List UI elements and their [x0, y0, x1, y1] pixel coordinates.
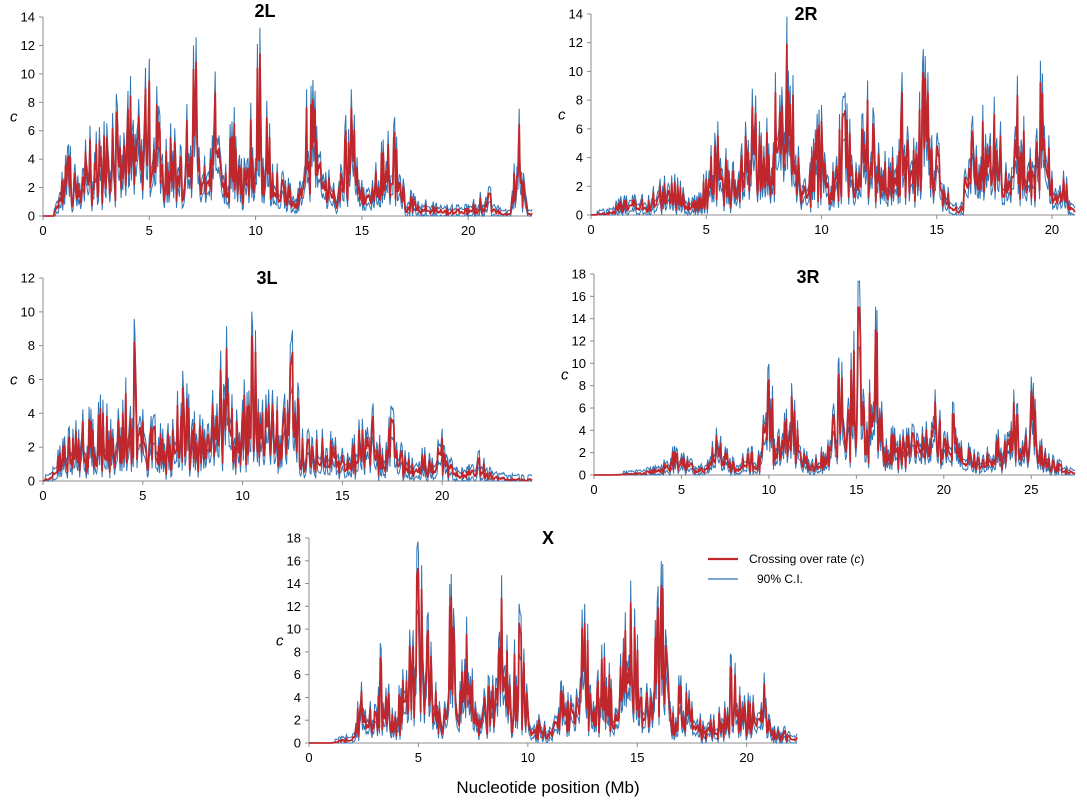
- y-tick-label: 8: [579, 378, 586, 393]
- panel-title: 3L: [256, 268, 277, 288]
- x-tick-label: 10: [762, 482, 776, 497]
- y-tick-label: 12: [569, 35, 583, 50]
- y-axis-label: c: [10, 109, 18, 126]
- x-tick-label: 15: [630, 750, 644, 765]
- y-tick-label: 10: [569, 64, 583, 79]
- x-tick-label: 20: [1045, 222, 1059, 237]
- y-tick-label: 14: [572, 311, 586, 326]
- y-tick-label: 12: [21, 38, 35, 53]
- y-tick-label: 8: [576, 93, 583, 108]
- y-axis-label: c: [10, 372, 18, 389]
- x-tick-label: 15: [849, 482, 863, 497]
- y-tick-label: 2: [294, 713, 301, 728]
- panel-title: 2R: [794, 4, 817, 24]
- y-tick-label: 12: [572, 334, 586, 349]
- y-tick-label: 14: [569, 7, 583, 22]
- x-tick-label: 0: [587, 222, 594, 237]
- panel-title: 2L: [254, 1, 275, 21]
- rate-line: [594, 306, 1076, 476]
- y-tick-label: 4: [576, 150, 583, 165]
- rate-line: [42, 335, 533, 482]
- x-tick-label: 20: [937, 482, 951, 497]
- x-tick-label: 0: [39, 223, 46, 238]
- y-tick-label: 0: [576, 208, 583, 223]
- y-tick-label: 6: [294, 667, 301, 682]
- y-tick-label: 8: [28, 95, 35, 110]
- rate-line: [43, 53, 533, 217]
- x-tick-label: 15: [929, 222, 943, 237]
- y-tick-label: 10: [572, 356, 586, 371]
- x-tick-label: 0: [305, 750, 312, 765]
- panel-title: X: [542, 528, 554, 548]
- y-tick-label: 10: [21, 66, 35, 81]
- y-axis-label: c: [276, 633, 284, 650]
- panel-title: 3R: [796, 267, 819, 287]
- panel-X: 0 2 4 6 8 10 12 14 16 18 0 5 10 15 20 c X: [276, 528, 798, 765]
- x-tick-label: 10: [814, 222, 828, 237]
- y-tick-label: 4: [579, 423, 586, 438]
- x-tick-label: 25: [1024, 482, 1038, 497]
- panel-3L: 0 2 4 6 8 10 12 0 5 10 15 20 c 3L: [10, 268, 533, 503]
- panel-2L: 0 2 4 6 8 10 12 14 0 5 10 15 20 c 2L: [10, 1, 533, 238]
- x-tick-label: 0: [39, 488, 46, 503]
- x-axis-title: Nucleotide position (Mb): [456, 778, 639, 797]
- x-tick-label: 5: [139, 488, 146, 503]
- y-tick-label: 8: [28, 338, 35, 353]
- y-tick-label: 10: [287, 622, 301, 637]
- y-tick-label: 4: [294, 690, 301, 705]
- rate-line: [590, 43, 1076, 216]
- y-tick-label: 18: [287, 531, 301, 546]
- panel-3R: 0 2 4 6 8 10 12 14 16 18 0 5 10 15 20 25 c 3R: [561, 267, 1076, 497]
- legend-rate-label: Crossing over rate (c): [749, 552, 864, 566]
- y-tick-label: 2: [28, 440, 35, 455]
- x-tick-label: 5: [415, 750, 422, 765]
- y-tick-label: 14: [21, 10, 35, 25]
- x-tick-label: 5: [678, 482, 685, 497]
- y-tick-label: 0: [28, 209, 35, 224]
- y-tick-label: 12: [287, 599, 301, 614]
- y-tick-label: 2: [579, 445, 586, 460]
- x-tick-label: 10: [248, 223, 262, 238]
- y-tick-label: 6: [576, 121, 583, 136]
- y-tick-label: 6: [28, 372, 35, 387]
- y-tick-label: 16: [287, 553, 301, 568]
- x-tick-label: 10: [235, 488, 249, 503]
- y-tick-label: 12: [21, 271, 35, 286]
- y-axis-label: c: [561, 367, 569, 384]
- y-tick-label: 4: [28, 406, 35, 421]
- y-tick-label: 2: [28, 180, 35, 195]
- y-tick-label: 0: [28, 474, 35, 489]
- x-tick-label: 5: [146, 223, 153, 238]
- x-tick-label: 0: [590, 482, 597, 497]
- x-tick-label: 5: [703, 222, 710, 237]
- y-tick-label: 14: [287, 576, 301, 591]
- x-tick-label: 20: [461, 223, 475, 238]
- y-tick-label: 16: [572, 289, 586, 304]
- y-tick-label: 10: [21, 304, 35, 319]
- legend-ci-label: 90% C.I.: [757, 572, 803, 586]
- rate-line: [309, 567, 798, 744]
- y-tick-label: 6: [579, 401, 586, 416]
- y-tick-label: 4: [28, 152, 35, 167]
- y-tick-label: 2: [576, 179, 583, 194]
- y-axis-label: c: [558, 107, 566, 124]
- y-tick-label: 6: [28, 123, 35, 138]
- y-tick-label: 18: [572, 267, 586, 282]
- x-tick-label: 15: [355, 223, 369, 238]
- x-tick-label: 20: [739, 750, 753, 765]
- x-tick-label: 10: [521, 750, 535, 765]
- x-tick-label: 20: [435, 488, 449, 503]
- y-tick-label: 8: [294, 644, 301, 659]
- legend: Crossing over rate (c) 90% C.I.: [708, 552, 864, 586]
- y-tick-label: 0: [294, 736, 301, 751]
- panel-2R: 0 2 4 6 8 10 12 14 0 5 10 15 20 c 2R: [558, 4, 1076, 237]
- y-tick-label: 0: [579, 468, 586, 483]
- x-tick-label: 15: [335, 488, 349, 503]
